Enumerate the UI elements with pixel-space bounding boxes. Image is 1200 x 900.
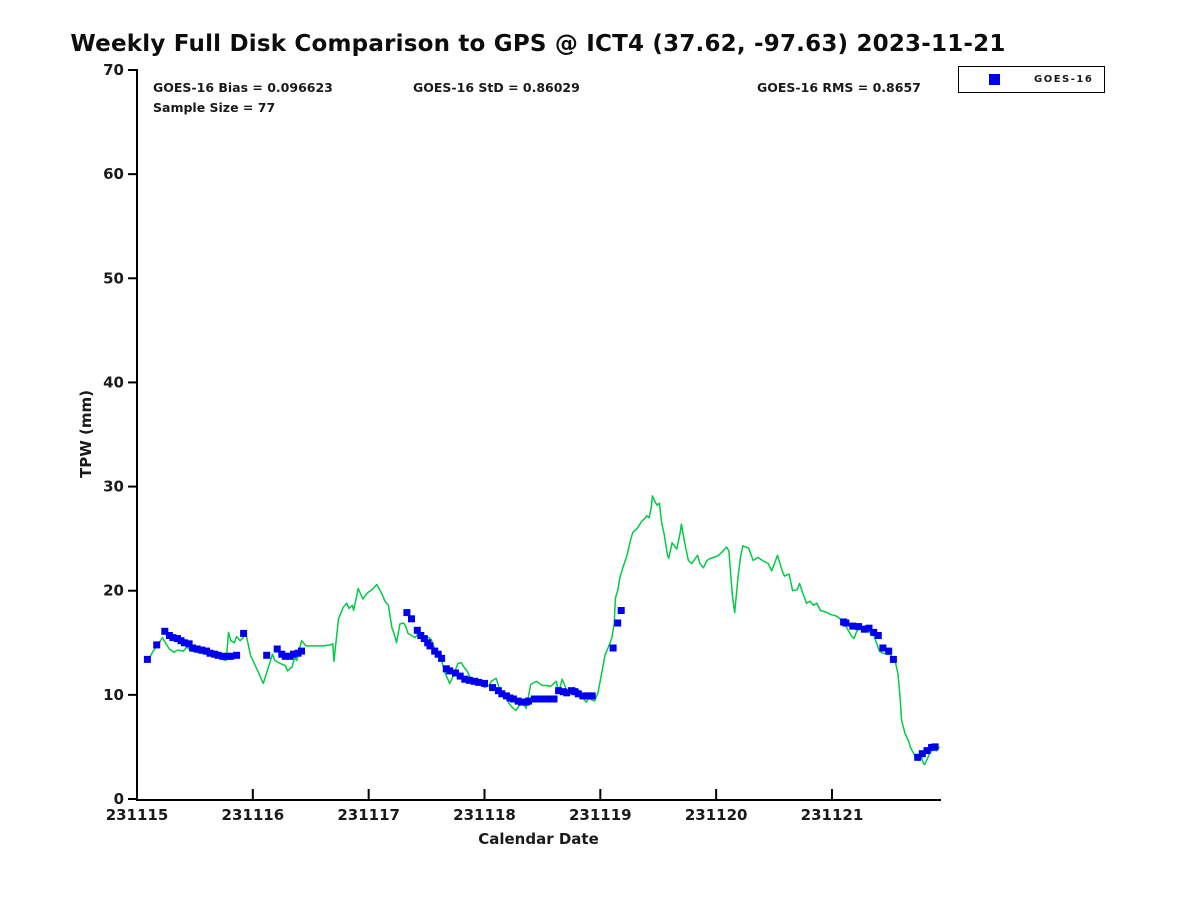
x-axis-title: Calendar Date (478, 830, 599, 848)
x-tick-label: 231121 (801, 806, 864, 824)
x-tick-label: 231119 (569, 806, 632, 824)
goes16-marker (481, 679, 488, 687)
goes16-marker (456, 672, 464, 680)
goes16-marker (550, 695, 558, 703)
goes16-marker (579, 692, 587, 700)
goes16-marker (193, 645, 201, 653)
goes16-marker (169, 634, 177, 642)
goes16-marker (470, 677, 478, 685)
goes16-marker (849, 622, 857, 630)
y-tick-label: 10 (103, 686, 124, 704)
goes16-marker (161, 627, 169, 635)
goes16-marker (273, 645, 281, 653)
goes16-marker (426, 642, 434, 650)
goes16-marker (420, 635, 428, 643)
goes16-marker (509, 695, 517, 703)
goes16-marker (540, 695, 548, 703)
y-tick-label: 30 (103, 478, 124, 496)
gps-line (146, 495, 941, 766)
legend-box: GOES-16 (958, 66, 1105, 93)
goes16-marker (185, 640, 193, 648)
goes16-marker (931, 743, 939, 751)
goes16-marker (434, 650, 442, 658)
goes16-marker (870, 628, 878, 636)
goes16-marker (609, 644, 617, 652)
x-tick-label: 231117 (337, 806, 400, 824)
goes16-marker (574, 690, 582, 698)
y-tick-label: 70 (103, 61, 124, 79)
y-tick-label: 0 (114, 790, 124, 808)
goes16-marker (219, 652, 227, 660)
goes16-marker (153, 641, 161, 649)
goes16-marker (233, 651, 241, 659)
goes16-marker (446, 667, 454, 675)
goes16-marker (227, 652, 235, 660)
y-tick-label: 40 (103, 373, 124, 391)
goes16-marker (189, 644, 197, 652)
axes (128, 69, 941, 801)
stat-bias: GOES-16 Bias = 0.096623 (153, 80, 333, 95)
goes16-marker (206, 649, 214, 657)
goes16-marker (530, 695, 538, 703)
x-tick-label: 231120 (685, 806, 748, 824)
goes16-marker (438, 654, 446, 662)
goes16-marker (214, 651, 222, 659)
stat-sample-size: Sample Size = 77 (153, 100, 276, 115)
goes16-marker (143, 655, 151, 663)
goes16-marker (298, 647, 305, 655)
goes16-marker (198, 646, 206, 654)
goes16-marker (281, 652, 289, 660)
legend-square-marker-icon (989, 74, 1000, 85)
goes16-marker (461, 675, 469, 683)
goes16-marker (240, 629, 248, 637)
y-tick-label: 60 (103, 165, 124, 183)
goes16-marker (489, 684, 497, 692)
x-tick-label: 231116 (222, 806, 285, 824)
goes16-marker (614, 619, 622, 627)
stat-std: GOES-16 StD = 0.86029 (413, 80, 580, 95)
goes16-marker (860, 625, 868, 633)
goes16-marker (181, 639, 188, 647)
goes16-marker (525, 697, 532, 705)
goes16-marker (914, 753, 922, 761)
goes16-marker (452, 669, 459, 677)
goes16-markers (143, 607, 939, 761)
goes16-marker (918, 750, 926, 758)
stat-rms: GOES-16 RMS = 0.8657 (757, 80, 921, 95)
goes16-marker (518, 698, 526, 706)
goes16-marker (465, 676, 473, 684)
goes16-marker (408, 615, 415, 623)
goes16-marker (545, 695, 553, 703)
goes16-marker (555, 687, 563, 695)
goes16-marker (865, 624, 873, 632)
goes16-marker (885, 647, 893, 655)
x-tick-label: 231118 (453, 806, 516, 824)
goes16-marker (289, 650, 297, 658)
legend-label: GOES-16 (1034, 74, 1094, 85)
goes16-marker (879, 644, 887, 652)
goes16-marker (413, 626, 421, 634)
goes16-marker (563, 689, 571, 697)
y-tick-label: 50 (103, 269, 124, 287)
x-tick-label: 231115 (106, 806, 169, 824)
chart-title: Weekly Full Disk Comparison to GPS @ ICT… (70, 31, 1006, 57)
goes16-marker (263, 651, 271, 659)
goes16-marker (403, 609, 411, 617)
goes16-marker (874, 632, 882, 639)
goes16-marker (923, 747, 931, 755)
goes16-marker (475, 678, 483, 686)
goes16-marker (588, 692, 596, 700)
goes16-marker (855, 623, 863, 631)
goes16-marker (617, 607, 625, 614)
goes16-marker (535, 695, 543, 703)
goes16-marker (889, 655, 897, 663)
y-tick-label: 20 (103, 582, 124, 600)
goes16-marker (842, 619, 850, 627)
goes16-marker (498, 690, 506, 698)
goes16-marker (584, 692, 592, 700)
